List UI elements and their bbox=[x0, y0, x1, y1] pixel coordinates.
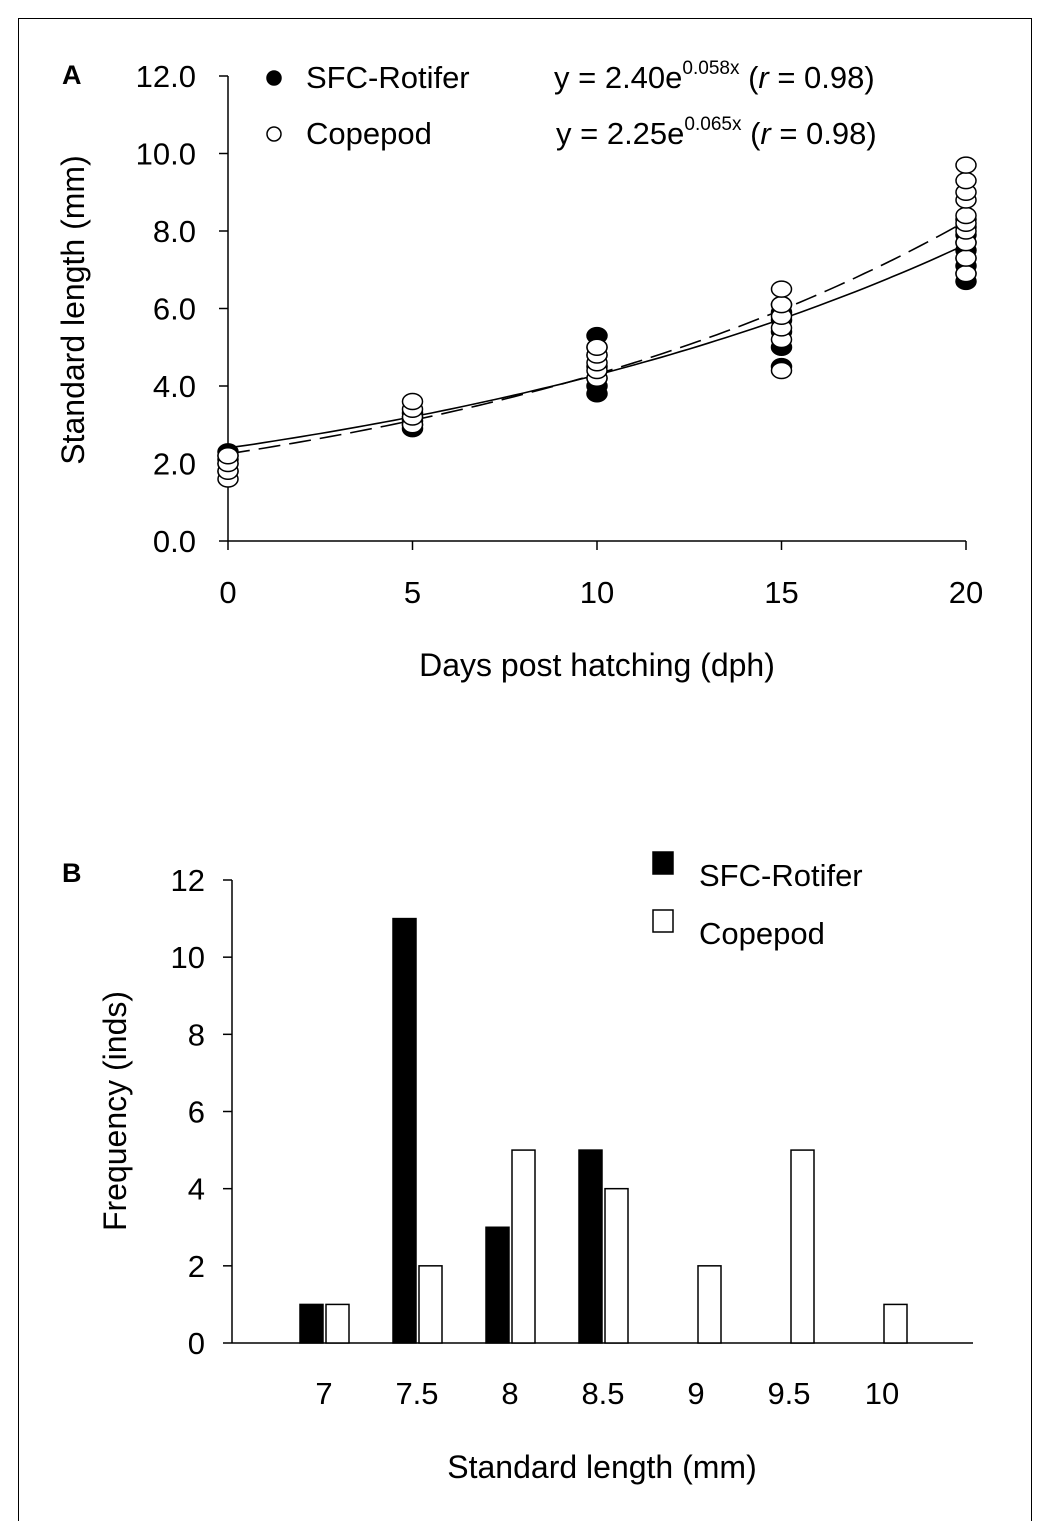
copepod-point bbox=[955, 156, 977, 174]
panel-b-y-axis-title: Frequency (inds) bbox=[97, 991, 133, 1231]
panel-b-bars bbox=[299, 917, 908, 1344]
copepod-bar bbox=[325, 1303, 350, 1344]
copepod-bar bbox=[418, 1265, 443, 1344]
panel-b-x-tick-label: 8 bbox=[501, 1376, 518, 1411]
panel-b-x-tick-label: 9 bbox=[687, 1376, 704, 1411]
panel-a-legend: SFC-Rotifer y = 2.40e0.058x (r = 0.98) Cop… bbox=[266, 58, 877, 151]
panel-b-x-tick-label: 7 bbox=[315, 1376, 332, 1411]
rotifer-equation: y = 2.40e0.058x (r = 0.98) bbox=[554, 58, 875, 95]
copepod-point bbox=[955, 249, 977, 267]
rotifer-bar bbox=[299, 1303, 324, 1344]
copepod-point bbox=[955, 206, 977, 225]
panel-a-x-tick-label: 5 bbox=[404, 575, 421, 610]
copepod-bar bbox=[790, 1149, 815, 1344]
panel-a-y-tick-label: 6.0 bbox=[153, 292, 196, 327]
panel-b-y-tick-label: 4 bbox=[188, 1172, 205, 1207]
panel-a-x-axis-title: Days post hatching (dph) bbox=[419, 647, 775, 683]
panel-a-x-tick-label: 10 bbox=[580, 575, 614, 610]
legend-copepod-marker bbox=[266, 126, 282, 142]
panel-b-axes: 0 2 4 6 8 10 12 7 7.5 8 8.5 9 9.5 10 bbox=[171, 863, 973, 1411]
panel-b-letter: B bbox=[62, 858, 82, 888]
rotifer-bar bbox=[392, 917, 417, 1344]
panel-a-x-tick-label: 0 bbox=[219, 575, 236, 610]
rotifer-bar bbox=[578, 1149, 603, 1344]
rotifer-bar bbox=[485, 1226, 510, 1344]
copepod-bar bbox=[511, 1149, 536, 1344]
legend-b-copepod-label: Copepod bbox=[699, 916, 825, 951]
panel-a-x-tick-label: 15 bbox=[764, 575, 798, 610]
panel-b-y-tick-label: 12 bbox=[171, 863, 205, 898]
legend-b-rotifer-swatch bbox=[652, 851, 674, 875]
copepod-point bbox=[586, 338, 608, 356]
legend-b-copepod-swatch bbox=[652, 909, 674, 933]
copepod-point bbox=[770, 295, 793, 314]
panel-b-y-tick-label: 10 bbox=[171, 940, 205, 975]
panel-b-y-tick-label: 0 bbox=[188, 1326, 205, 1361]
panel-a-axes: 0.0 2.0 4.0 6.0 8.0 10.0 12.0 0 5 10 15 20 bbox=[136, 59, 984, 610]
copepod-bar bbox=[883, 1303, 908, 1344]
panel-a-y-axis-title: Standard length (mm) bbox=[55, 155, 91, 464]
panel-a-letter: A bbox=[62, 60, 82, 90]
legend-rotifer-label: SFC-Rotifer bbox=[306, 60, 470, 95]
panel-a-points bbox=[217, 156, 977, 488]
copepod-bar bbox=[697, 1265, 722, 1344]
copepod-point bbox=[955, 264, 977, 283]
panel-a: A 0.0 2.0 4.0 6.0 8.0 10.0 12.0 0 5 10 15 20 SFC-Ro… bbox=[55, 58, 983, 683]
legend-rotifer-marker bbox=[266, 70, 282, 86]
legend-copepod-label: Copepod bbox=[306, 116, 432, 151]
panel-a-y-tick-label: 4.0 bbox=[153, 369, 196, 404]
copepod-point bbox=[770, 361, 793, 380]
panel-b-y-tick-label: 8 bbox=[188, 1017, 205, 1052]
copepod-point bbox=[955, 171, 977, 190]
panel-a-y-tick-label: 2.0 bbox=[153, 447, 196, 482]
figure-frame bbox=[18, 18, 1032, 1521]
panel-b-y-tick-label: 2 bbox=[188, 1249, 205, 1284]
panel-b-x-axis-title: Standard length (mm) bbox=[447, 1449, 756, 1485]
panel-b-x-tick-label: 8.5 bbox=[581, 1376, 624, 1411]
panel-b: B 0 2 4 6 8 10 12 7 7.5 8 8.5 9 9.5 10 SFC-Rotifer Cop… bbox=[62, 851, 973, 1485]
copepod-point bbox=[401, 392, 424, 411]
panel-b-x-tick-label: 10 bbox=[865, 1376, 899, 1411]
copepod-equation: y = 2.25e0.065x (r = 0.98) bbox=[556, 114, 877, 151]
panel-b-y-tick-label: 6 bbox=[188, 1095, 205, 1130]
copepod-point bbox=[770, 280, 793, 298]
panel-b-x-tick-label: 9.5 bbox=[767, 1376, 810, 1411]
panel-a-y-tick-label: 0.0 bbox=[153, 524, 196, 559]
panel-a-y-tick-label: 10.0 bbox=[136, 137, 196, 172]
panel-a-y-tick-label: 12.0 bbox=[136, 59, 196, 94]
copepod-point bbox=[217, 447, 239, 465]
panel-b-x-tick-label: 7.5 bbox=[395, 1376, 438, 1411]
panel-b-legend: SFC-Rotifer Copepod bbox=[652, 851, 863, 951]
legend-b-rotifer-label: SFC-Rotifer bbox=[699, 858, 863, 893]
panel-a-x-tick-label: 20 bbox=[949, 575, 983, 610]
copepod-bar bbox=[604, 1187, 629, 1344]
panel-a-y-tick-label: 8.0 bbox=[153, 214, 196, 249]
